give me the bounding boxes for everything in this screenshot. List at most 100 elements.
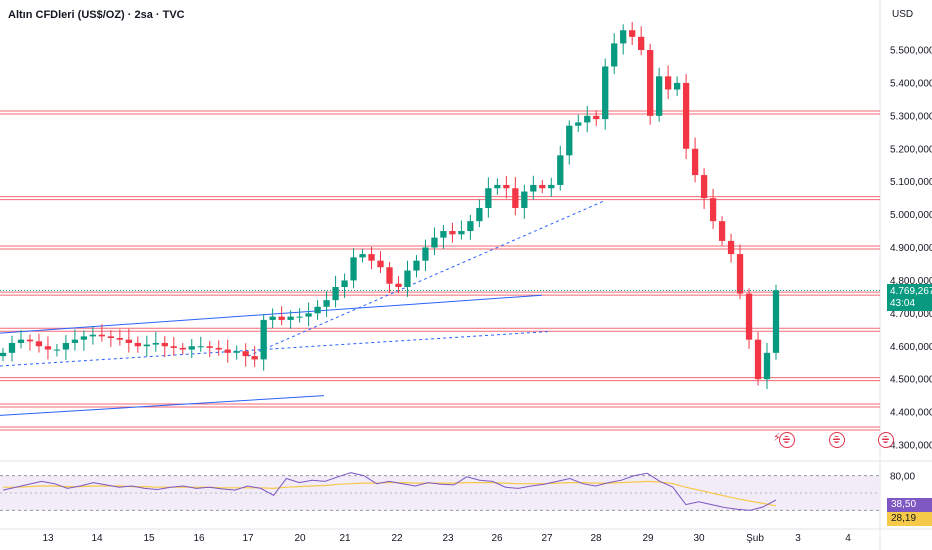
candle-body[interactable] [17, 339, 25, 343]
candle-body[interactable] [467, 221, 474, 232]
candle-body[interactable] [251, 356, 258, 360]
candle-body[interactable] [260, 319, 267, 360]
candle-body[interactable] [727, 240, 735, 255]
candle-body[interactable] [602, 66, 609, 120]
candle-body[interactable] [736, 254, 744, 294]
candle-body[interactable] [242, 351, 249, 357]
candle-body[interactable] [323, 300, 330, 307]
candle-body[interactable] [629, 30, 636, 37]
currency-label[interactable]: USD [892, 9, 914, 20]
candle-body[interactable] [449, 231, 456, 235]
candle-body[interactable] [691, 148, 699, 176]
candle-body[interactable] [98, 334, 106, 337]
candle-body[interactable] [700, 175, 708, 199]
candle-body[interactable] [772, 290, 780, 353]
candle-body[interactable] [332, 287, 339, 301]
rsi-line[interactable] [2, 472, 777, 511]
candle-body[interactable] [386, 267, 393, 284]
candle-body[interactable] [341, 280, 348, 287]
candle-body[interactable] [170, 346, 177, 348]
candle-body[interactable] [0, 352, 7, 357]
candle-body[interactable] [143, 344, 150, 347]
candle-body[interactable] [107, 336, 115, 339]
candle-body[interactable] [296, 316, 303, 318]
candle-body[interactable] [188, 346, 195, 350]
candle-body[interactable] [368, 254, 375, 261]
candle-body[interactable] [287, 316, 294, 320]
candle-body[interactable] [134, 342, 141, 347]
candle-body[interactable] [485, 188, 492, 208]
candle-body[interactable] [359, 254, 366, 258]
us-flag-event-icon[interactable] [829, 432, 845, 448]
trendline[interactable] [247, 200, 604, 357]
candle-body[interactable] [80, 336, 88, 340]
candle-body[interactable] [557, 155, 564, 185]
candle-body[interactable] [161, 342, 168, 347]
candle-body[interactable] [26, 339, 34, 342]
candle-body[interactable] [503, 184, 510, 189]
candle-body[interactable] [206, 346, 213, 348]
candle-body[interactable] [575, 122, 582, 126]
candle-body[interactable] [116, 338, 123, 340]
candle-body[interactable] [530, 184, 537, 192]
candle-body[interactable] [377, 260, 384, 268]
trendline[interactable] [0, 294, 543, 334]
candle-body[interactable] [745, 293, 753, 340]
candle-body[interactable] [476, 208, 483, 222]
candle-body[interactable] [62, 342, 70, 350]
candle-body[interactable] [512, 188, 519, 208]
candle-body[interactable] [422, 247, 429, 261]
candle-body[interactable] [566, 125, 573, 156]
trendline[interactable] [0, 395, 325, 416]
symbol-title[interactable]: Altın CFDleri (US$/OZ) · 2sa · TVC [6, 8, 187, 22]
candle-body[interactable] [269, 316, 276, 320]
rsi-moving-average-line[interactable] [3, 480, 777, 507]
candle-body[interactable] [233, 351, 240, 353]
candle-body[interactable] [458, 231, 465, 235]
candle-body[interactable] [71, 339, 79, 343]
candle-body[interactable] [179, 347, 186, 350]
candle-body[interactable] [548, 184, 555, 189]
candle-body[interactable] [413, 260, 420, 271]
candle-body[interactable] [593, 115, 600, 120]
candle-body[interactable] [305, 313, 312, 317]
candle-body[interactable] [395, 283, 402, 287]
candle-body[interactable] [664, 76, 672, 90]
candle-body[interactable] [718, 221, 726, 241]
candle-body[interactable] [611, 43, 618, 67]
candle-body[interactable] [152, 342, 159, 345]
candle-body[interactable] [89, 334, 97, 337]
candle-body[interactable] [647, 50, 654, 116]
candle-body[interactable] [494, 184, 501, 189]
candle-body[interactable] [584, 115, 591, 123]
candle-body[interactable] [638, 36, 645, 50]
candle-body[interactable] [656, 76, 663, 116]
candle-body[interactable] [521, 191, 528, 208]
candle-body[interactable] [197, 346, 204, 348]
candle-body[interactable] [404, 270, 411, 287]
economic-event-icon[interactable] [773, 431, 795, 448]
candle-body[interactable] [125, 339, 132, 343]
candle-body[interactable] [35, 341, 43, 347]
candle-body[interactable] [350, 257, 357, 281]
candle-body[interactable] [53, 349, 61, 351]
trendline[interactable] [0, 330, 551, 367]
candle-body[interactable] [8, 342, 16, 353]
candle-body[interactable] [673, 82, 681, 90]
candle-body[interactable] [754, 339, 762, 380]
candle-body[interactable] [539, 184, 546, 189]
us-flag-event-icon[interactable] [878, 432, 894, 448]
candle-body[interactable] [44, 346, 52, 350]
candle-body[interactable] [682, 82, 690, 149]
candle-body[interactable] [314, 306, 321, 314]
candle-body[interactable] [763, 352, 771, 380]
candle-body[interactable] [224, 349, 231, 353]
candle-body[interactable] [278, 316, 285, 320]
candle-body[interactable] [431, 237, 438, 248]
candle-body[interactable] [709, 198, 717, 222]
candle-body[interactable] [215, 347, 222, 350]
candle-body[interactable] [620, 30, 627, 44]
candle-body[interactable] [440, 231, 447, 238]
